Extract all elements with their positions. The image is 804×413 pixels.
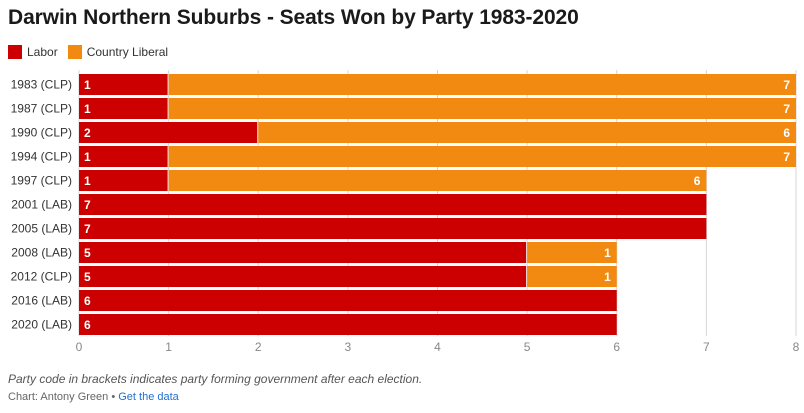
x-tick-label: 7	[703, 340, 710, 354]
bar-country-liberal	[527, 266, 617, 287]
data-label: 1	[84, 78, 91, 92]
bar-country-liberal	[168, 146, 796, 167]
bar-country-liberal	[168, 170, 707, 191]
legend-swatch-labor	[8, 45, 22, 59]
legend-label-labor: Labor	[27, 45, 58, 59]
bar-labor	[79, 242, 527, 263]
x-tick-label: 1	[165, 340, 172, 354]
legend-swatch-country-liberal	[67, 45, 82, 59]
bar-labor	[79, 218, 707, 239]
y-category-label: 1997 (CLP)	[11, 174, 72, 188]
data-label: 1	[84, 174, 91, 188]
y-category-label: 2001 (LAB)	[11, 198, 72, 212]
x-tick-label: 8	[793, 340, 800, 354]
data-label: 5	[84, 270, 91, 284]
credit-text: Chart: Antony Green	[8, 391, 109, 403]
bar-chart: 0 1 2 3 4 5 6 7 8 1983 (CLP) 1 7 1987 (CLP) 1 7 1990 (C…	[11, 70, 800, 354]
chart-title: Darwin Northern Suburbs - Seats Won by P…	[8, 6, 579, 29]
data-label: 1	[84, 102, 91, 116]
y-category-label: 2008 (LAB)	[11, 246, 72, 260]
bar-labor	[79, 314, 617, 335]
data-label: 7	[84, 198, 91, 212]
y-category-label: 1994 (CLP)	[11, 150, 72, 164]
data-label: 6	[84, 294, 91, 308]
data-label: 7	[783, 102, 790, 116]
x-tick-label: 6	[613, 340, 620, 354]
y-category-label: 2005 (LAB)	[11, 222, 72, 236]
y-category-label: 2012 (CLP)	[11, 270, 72, 284]
legend-item-country-liberal[interactable]: Country Liberal	[67, 45, 169, 59]
bar-country-liberal	[258, 122, 796, 143]
bar-labor	[79, 290, 617, 311]
x-tick-label: 5	[524, 340, 531, 354]
data-label: 6	[783, 126, 790, 140]
x-tick-label: 4	[434, 340, 441, 354]
data-label: 7	[783, 78, 790, 92]
data-label: 7	[84, 222, 91, 236]
bar-labor	[79, 266, 527, 287]
x-tick-label: 0	[76, 340, 83, 354]
data-label: 6	[84, 318, 91, 332]
x-tick-label: 3	[345, 340, 352, 354]
bar-labor	[79, 74, 168, 95]
chart-credit: Chart: Antony Green • Get the data	[8, 391, 179, 403]
y-category-label: 1987 (CLP)	[11, 102, 72, 116]
chart-footnote: Party code in brackets indicates party f…	[8, 372, 423, 386]
legend-item-labor[interactable]: Labor	[8, 45, 58, 59]
bar-labor	[79, 122, 258, 143]
y-category-label: 2020 (LAB)	[11, 318, 72, 332]
bar-labor	[79, 170, 168, 191]
legend-label-country-liberal: Country Liberal	[86, 45, 169, 59]
bar-country-liberal	[168, 74, 796, 95]
credit-separator: •	[108, 391, 119, 403]
data-label: 2	[84, 126, 91, 140]
bar-country-liberal	[527, 242, 617, 263]
bar-labor	[79, 194, 707, 215]
data-label: 5	[84, 246, 91, 260]
y-category-label: 2016 (LAB)	[11, 294, 72, 308]
get-the-data-link[interactable]: Get the data	[118, 391, 179, 403]
bar-labor	[79, 98, 168, 119]
data-label: 1	[604, 270, 611, 284]
x-tick-label: 2	[255, 340, 262, 354]
legend: Labor Country Liberal	[8, 45, 178, 59]
data-label: 1	[84, 150, 91, 164]
y-category-label: 1990 (CLP)	[11, 126, 72, 140]
bar-country-liberal	[168, 98, 796, 119]
bar-labor	[79, 146, 168, 167]
data-label: 1	[604, 246, 611, 260]
data-label: 7	[783, 150, 790, 164]
data-label: 6	[694, 174, 701, 188]
y-category-label: 1983 (CLP)	[11, 78, 72, 92]
